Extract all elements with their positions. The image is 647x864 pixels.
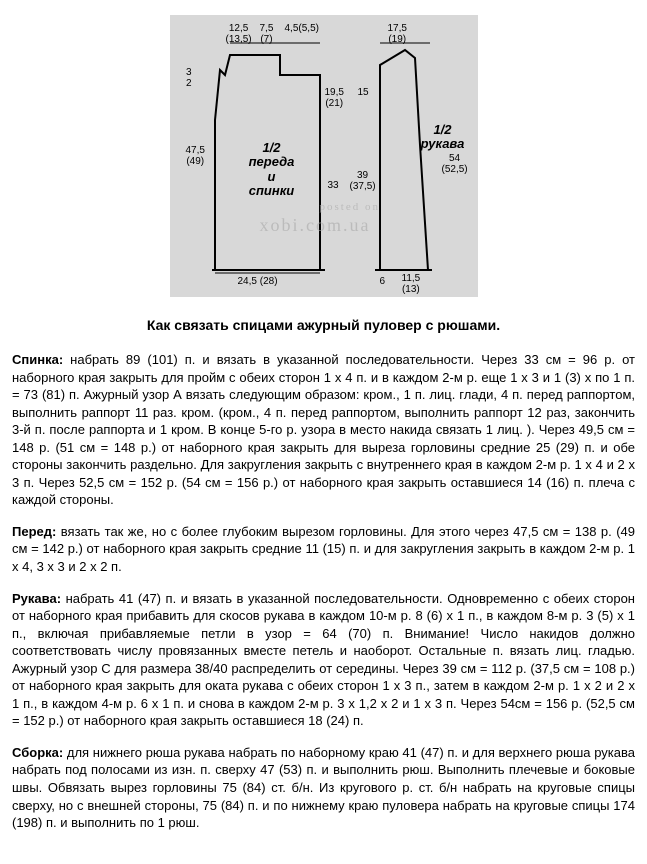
section-sborka: Сборка: для нижнего рюша рукава набрать … — [12, 744, 635, 832]
dim-tr1: 17,5 (19) — [388, 23, 407, 45]
dim-left-small: 3 2 — [172, 67, 192, 89]
body-piece-outline — [170, 15, 478, 297]
watermark-posted: posted on — [320, 201, 380, 213]
dim-sleeve-h2: 54 (52,5) — [442, 153, 468, 175]
dim-sleeve-h1: 39 (37,5) — [350, 170, 376, 192]
instructions-body: Спинка: набрать 89 (101) п. и вязать в у… — [0, 351, 647, 864]
sborka-label: Сборка: — [12, 745, 63, 760]
sleeve-label: 1/2 рукава — [418, 123, 468, 152]
rukava-label: Рукава: — [12, 591, 61, 606]
spinka-label: Спинка: — [12, 352, 63, 367]
dim-tl1: 12,5 (13,5) — [226, 23, 252, 45]
dim-br1: 6 — [380, 276, 386, 287]
spinka-text: набрать 89 (101) п. и вязать в указанной… — [12, 352, 635, 507]
watermark-site: xobi.com.ua — [260, 215, 371, 236]
section-rukava: Рукава: набрать 41 (47) п. и вязать в ук… — [12, 590, 635, 730]
schematic-diagram: 3 2 12,5 (13,5) 7,5 (7) 4,5(5,5) 17,5 (1… — [170, 15, 478, 297]
dim-bottom-left: 24,5 (28) — [238, 276, 278, 287]
dim-15: 15 — [358, 87, 369, 98]
body-label: 1/2 переда и спинки — [242, 141, 302, 198]
pered-label: Перед: — [12, 524, 56, 539]
dim-left-height: 47,5 (49) — [186, 145, 205, 167]
section-spinka: Спинка: набрать 89 (101) п. и вязать в у… — [12, 351, 635, 509]
pered-text: вязать так же, но с более глубоким вырез… — [12, 524, 635, 574]
dim-mid-h: 19,5 (21) — [325, 87, 344, 109]
dim-tl2: 7,5 (7) — [260, 23, 274, 45]
page-title: Как связать спицами ажурный пуловер с рю… — [10, 317, 637, 333]
dim-33: 33 — [328, 180, 339, 191]
section-pered: Перед: вязать так же, но с более глубоки… — [12, 523, 635, 576]
dim-br2: 11,5 (13) — [402, 273, 421, 295]
sborka-text: для нижнего рюша рукава набрать по набор… — [12, 745, 635, 830]
dim-tl3: 4,5(5,5) — [285, 23, 319, 34]
rukava-text: набрать 41 (47) п. и вязать в указанной … — [12, 591, 635, 729]
